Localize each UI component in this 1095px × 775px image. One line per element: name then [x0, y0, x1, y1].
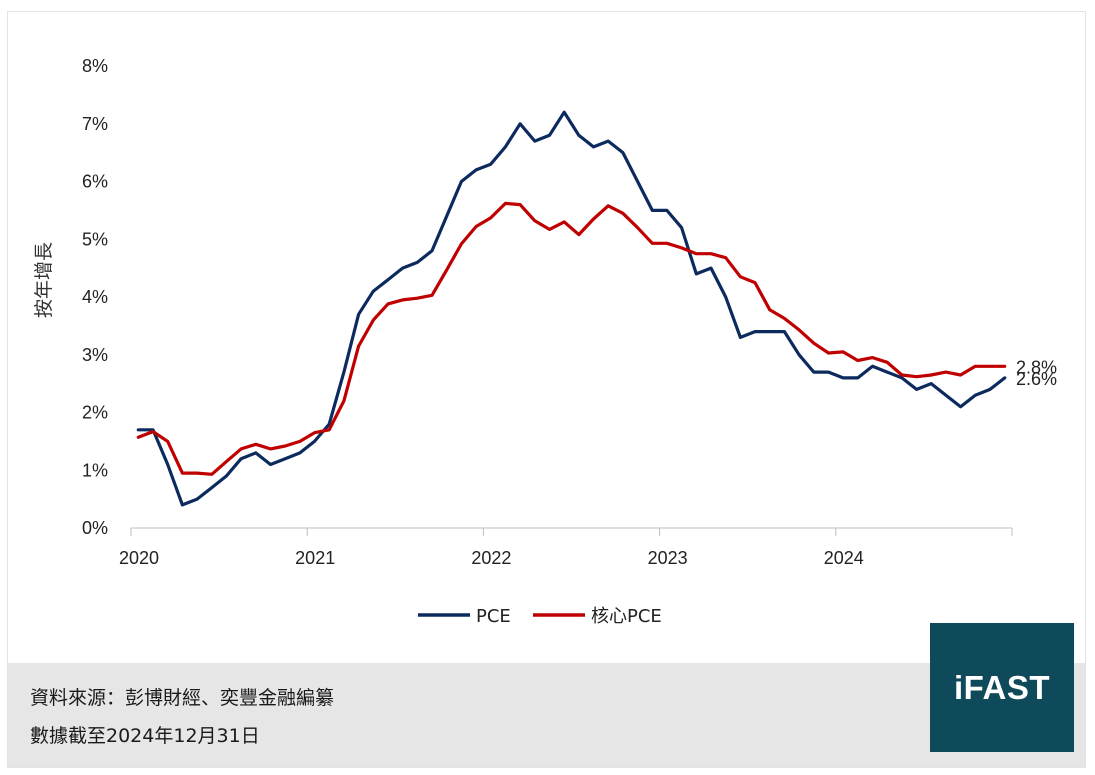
- x-tick-label: 2023: [648, 548, 688, 568]
- x-axis: 2020 2021 2022 2023 2024: [119, 528, 1013, 568]
- y-tick-label: 4%: [82, 287, 108, 307]
- series-line-pce: [136, 110, 1007, 507]
- y-tick-label: 0%: [82, 518, 108, 538]
- y-tick-label: 7%: [82, 114, 108, 134]
- y-axis: 0% 1% 2% 3% 4% 5% 6% 7% 8%: [82, 56, 108, 538]
- y-tick-label: 5%: [82, 229, 108, 249]
- data-date-text: 數據截至2024年12月31日: [30, 725, 260, 747]
- y-axis-label: 按年增長: [33, 242, 55, 318]
- legend-core-pce-label: 核心PCE: [591, 606, 662, 627]
- y-tick-label: 8%: [82, 56, 108, 76]
- ifast-logo: iFAST: [930, 623, 1074, 752]
- y-tick-label: 1%: [82, 460, 108, 480]
- end-value-label-core-pce: 2.8%: [1016, 357, 1057, 377]
- y-tick-label: 3%: [82, 345, 108, 365]
- series-line-core-pce: [136, 201, 1007, 476]
- y-tick-label: 2%: [82, 403, 108, 423]
- source-text: 資料來源：彭博財經、奕豐金融編纂: [30, 687, 335, 709]
- x-tick-label: 2020: [119, 548, 159, 568]
- legend-pce-label: PCE: [476, 606, 511, 627]
- legend: PCE 核心PCE: [418, 606, 662, 627]
- x-tick-label: 2024: [824, 548, 864, 568]
- y-tick-label: 6%: [82, 172, 108, 192]
- x-tick-label: 2021: [295, 548, 335, 568]
- end-value-label-pce: 2.6%: [1016, 369, 1057, 389]
- source-footer: 資料來源：彭博財經、奕豐金融編纂 數據截至2024年12月31日: [8, 663, 1085, 767]
- x-tick-label: 2022: [471, 548, 511, 568]
- series-layer: 2.6%2.8%: [136, 110, 1057, 507]
